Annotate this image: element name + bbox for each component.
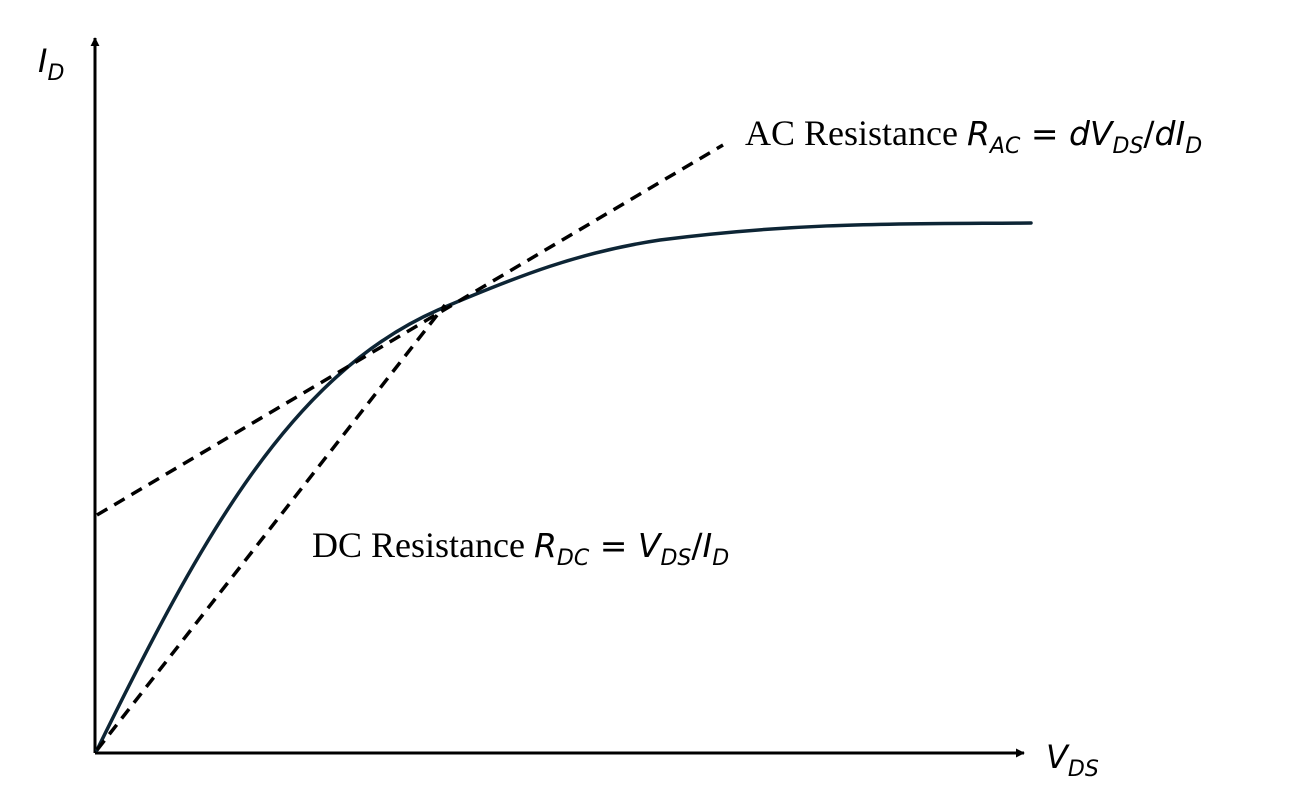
- ac-r-subscript: AC: [988, 134, 1021, 159]
- ac-did: dI: [1155, 114, 1186, 153]
- dc-equals: =: [589, 526, 638, 565]
- ac-slash: /: [1143, 114, 1155, 153]
- ac-r-symbol: R: [967, 114, 990, 153]
- y-axis-label: ID: [38, 42, 64, 86]
- y-axis-label-main: I: [38, 42, 47, 80]
- dc-slash: /: [691, 526, 703, 565]
- id-vds-curve: [95, 221, 1033, 752]
- dc-resistance-label: DC Resistance RDC = VDS/ID: [312, 525, 729, 571]
- ac-equals: =: [1020, 114, 1069, 153]
- y-axis-label-sub: D: [47, 61, 64, 86]
- dc-resistance-line: [95, 303, 447, 752]
- ac-resistance-tangent-line: [96, 143, 724, 517]
- dc-vds: V: [638, 526, 663, 565]
- ac-resistance-prefix: AC Resistance: [745, 113, 967, 153]
- dc-id-subscript: D: [712, 546, 729, 571]
- dc-id: I: [702, 526, 712, 565]
- x-axis-label: VDS: [1046, 738, 1099, 782]
- ac-resistance-label: AC Resistance RAC = dVDS/dID: [745, 113, 1202, 159]
- x-axis-label-sub: DS: [1068, 757, 1099, 782]
- ac-dvds: dV: [1069, 114, 1115, 153]
- ac-dvds-subscript: DS: [1113, 134, 1144, 159]
- dc-r-subscript: DC: [557, 546, 590, 571]
- dc-vds-subscript: DS: [660, 546, 691, 571]
- ac-did-subscript: D: [1185, 134, 1202, 159]
- dc-r-symbol: R: [534, 526, 557, 565]
- x-axis-label-main: V: [1046, 738, 1070, 776]
- dc-resistance-prefix: DC Resistance: [312, 525, 534, 565]
